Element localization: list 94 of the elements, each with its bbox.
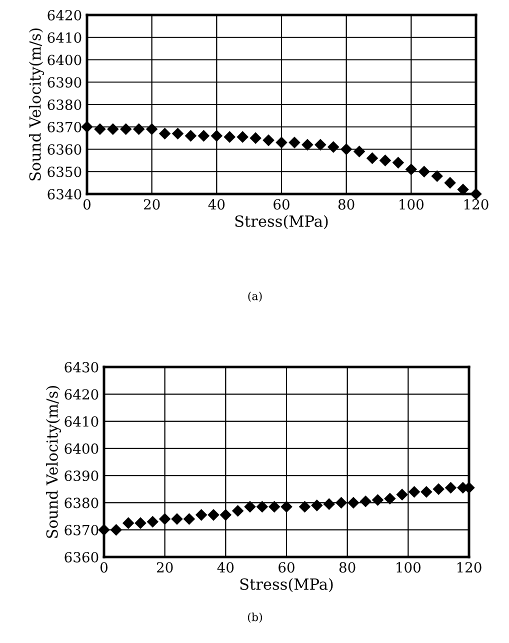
x-tick-label: 60 [278,562,294,573]
point [236,131,248,143]
point [431,170,443,182]
text: (a) [248,292,262,302]
x-tick-label: 120 [457,562,482,573]
point [340,144,352,155]
point [171,513,183,525]
point [418,166,430,178]
x-tick-label: 0 [100,562,108,573]
y-tick-label: 6420 [48,10,82,20]
x-tick-label: 20 [156,562,173,573]
point [244,501,256,512]
y-tick-label: 6350 [48,166,82,178]
point [360,496,372,507]
point [208,509,220,521]
point [198,130,210,142]
point [336,497,347,508]
point [172,128,184,140]
point [256,501,268,512]
point [185,130,196,142]
x-tick-label: 40 [217,562,234,573]
point [445,482,456,494]
point [299,501,310,512]
y-tick-label: 6370 [48,122,82,132]
y-tick-label: 6410 [64,416,98,427]
point [224,131,236,143]
point [314,139,326,150]
point [220,509,232,521]
point [184,513,195,525]
x-tick-label: 40 [208,199,225,210]
y-tick-label: 6370 [64,524,98,536]
x-tick-label: 100 [400,199,424,210]
point [380,154,391,166]
point [288,136,300,148]
text: (b) [248,612,262,623]
point [372,494,384,506]
y-axis-title: Sound Velocity(m/s) [29,28,44,180]
point [280,501,292,512]
point [348,497,360,508]
x-tick-label: 60 [274,199,290,210]
point [432,484,444,495]
point [134,517,146,529]
point [232,505,244,516]
y-tick-label: 6410 [48,32,82,43]
point [122,517,134,529]
point [444,177,456,188]
x-tick-label: 80 [339,562,356,573]
x-tick-label: 120 [464,199,488,210]
y-tick-label: 6360 [48,144,82,155]
point [211,130,222,142]
x-tick-label: 20 [144,199,160,210]
point [420,486,432,498]
point [107,124,119,135]
y-axis-title: Sound Velocity(m/s) [46,386,62,538]
point [276,136,288,148]
point [250,132,262,144]
x-tick-label: 0 [83,199,90,210]
point [323,498,335,510]
point [133,124,144,135]
point [262,134,274,146]
point [392,157,404,168]
x-axis-title: Stress(MPa) [235,215,328,230]
point [146,124,158,135]
point [196,509,207,521]
point [328,141,339,153]
y-tick-label: 6340 [48,188,82,200]
y-tick-label: 6400 [48,54,82,66]
y-tick-label: 6390 [48,77,82,88]
point [302,139,314,150]
point [94,124,106,135]
point [268,501,280,512]
y-tick-label: 6380 [64,498,98,508]
y-tick-label: 6400 [64,443,98,454]
y-tick-label: 6420 [64,389,98,400]
point [311,500,323,512]
point [159,513,170,525]
x-tick-label: 80 [338,199,354,210]
point [396,488,408,500]
y-tick-label: 6430 [64,362,98,372]
point [159,128,170,140]
point [110,524,122,536]
point [366,152,378,164]
y-tick-label: 6390 [64,470,98,482]
point [354,146,365,158]
point [147,516,158,528]
point [120,124,132,135]
x-axis-title: Stress(MPa) [240,578,333,592]
y-tick-label: 6360 [64,552,98,562]
y-tick-label: 6380 [48,99,82,110]
x-tick-label: 100 [396,562,420,573]
point [408,486,420,498]
point [406,164,417,175]
point [457,184,469,196]
point [384,493,396,504]
